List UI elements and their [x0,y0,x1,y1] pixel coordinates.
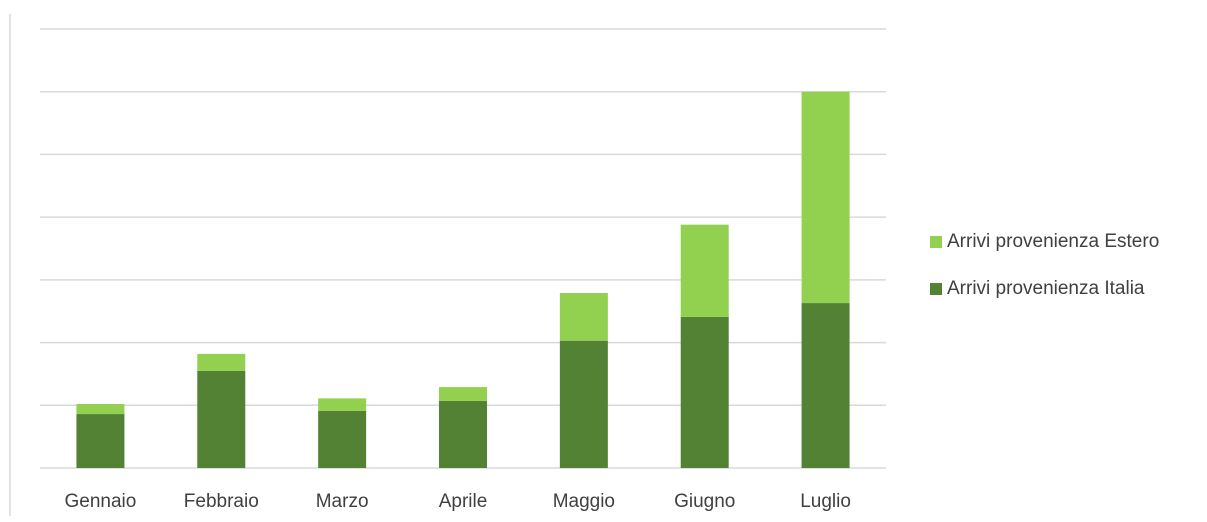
legend-swatch [930,236,942,248]
x-tick-label: Febbraio [184,491,259,512]
bar-estero-gennaio [76,404,125,415]
bar-italia-maggio [559,340,608,468]
bar-estero-maggio [559,293,608,341]
bar-italia-giugno [680,316,729,468]
x-tick-label: Gennaio [65,491,137,512]
bar-estero-marzo [318,398,367,411]
x-tick-label: Giugno [674,491,735,512]
x-tick-label: Aprile [439,491,488,512]
bar-estero-febbraio [197,353,246,371]
bar-italia-gennaio [76,414,125,468]
legend: Arrivi provenienza Estero Arrivi provenie… [930,231,1159,299]
gridlines [40,28,886,469]
legend-swatch [930,283,942,295]
x-tick-label: Marzo [316,491,369,512]
bar-italia-luglio [801,303,850,468]
bar-italia-aprile [439,400,487,468]
legend-label: Arrivi provenienza Italia [947,278,1145,299]
bar-estero-luglio [801,91,850,304]
bar-estero-aprile [439,387,487,401]
bar-estero-giugno [680,224,729,317]
x-tick-label: Maggio [553,491,615,512]
bar-italia-febbraio [197,370,246,468]
legend-label: Arrivi provenienza Estero [947,231,1159,252]
x-axis-labels: Gennaio Febbraio Marzo Aprile Maggio Giugno Lu… [65,491,851,512]
bar-italia-marzo [318,410,367,468]
x-tick-label: Luglio [800,491,851,512]
bars [76,91,850,468]
